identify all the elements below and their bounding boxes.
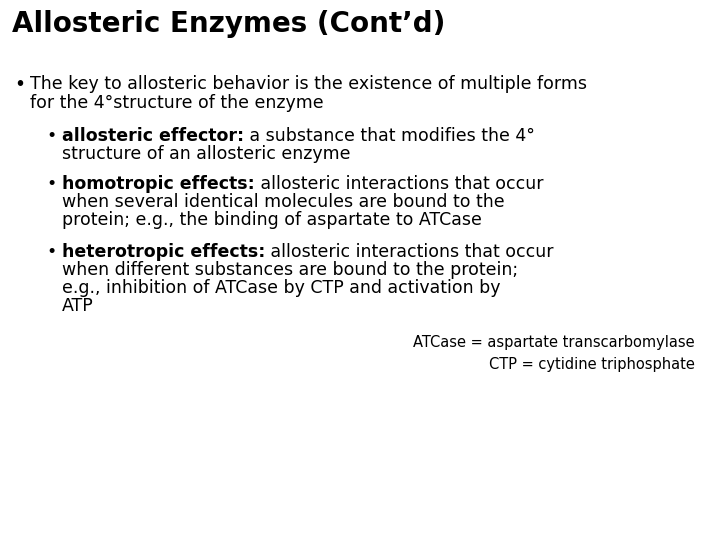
- Text: •: •: [14, 75, 25, 94]
- Text: homotropic effects:: homotropic effects:: [62, 175, 255, 193]
- Text: for the 4°structure of the enzyme: for the 4°structure of the enzyme: [30, 94, 323, 112]
- Text: ATCase = aspartate transcarbomylase: ATCase = aspartate transcarbomylase: [413, 335, 695, 350]
- Text: •: •: [46, 127, 56, 145]
- Text: ATP: ATP: [62, 297, 94, 315]
- Text: e.g., inhibition of ATCase by CTP and activation by: e.g., inhibition of ATCase by CTP and ac…: [62, 279, 500, 297]
- Text: CTP = cytidine triphosphate: CTP = cytidine triphosphate: [489, 357, 695, 372]
- Text: structure of an allosteric enzyme: structure of an allosteric enzyme: [62, 145, 351, 163]
- Text: allosteric interactions that occur: allosteric interactions that occur: [266, 243, 554, 261]
- Text: The key to allosteric behavior is the existence of multiple forms: The key to allosteric behavior is the ex…: [30, 75, 587, 93]
- Text: Allosteric Enzymes (Cont’d): Allosteric Enzymes (Cont’d): [12, 10, 446, 38]
- Text: •: •: [46, 243, 56, 261]
- Text: allosteric effector:: allosteric effector:: [62, 127, 244, 145]
- Text: allosteric interactions that occur: allosteric interactions that occur: [255, 175, 544, 193]
- Text: protein; e.g., the binding of aspartate to ATCase: protein; e.g., the binding of aspartate …: [62, 211, 482, 229]
- Text: •: •: [46, 175, 56, 193]
- Text: when several identical molecules are bound to the: when several identical molecules are bou…: [62, 193, 505, 211]
- Text: a substance that modifies the 4°: a substance that modifies the 4°: [244, 127, 535, 145]
- Text: when different substances are bound to the protein;: when different substances are bound to t…: [62, 261, 518, 279]
- Text: heterotropic effects:: heterotropic effects:: [62, 243, 266, 261]
